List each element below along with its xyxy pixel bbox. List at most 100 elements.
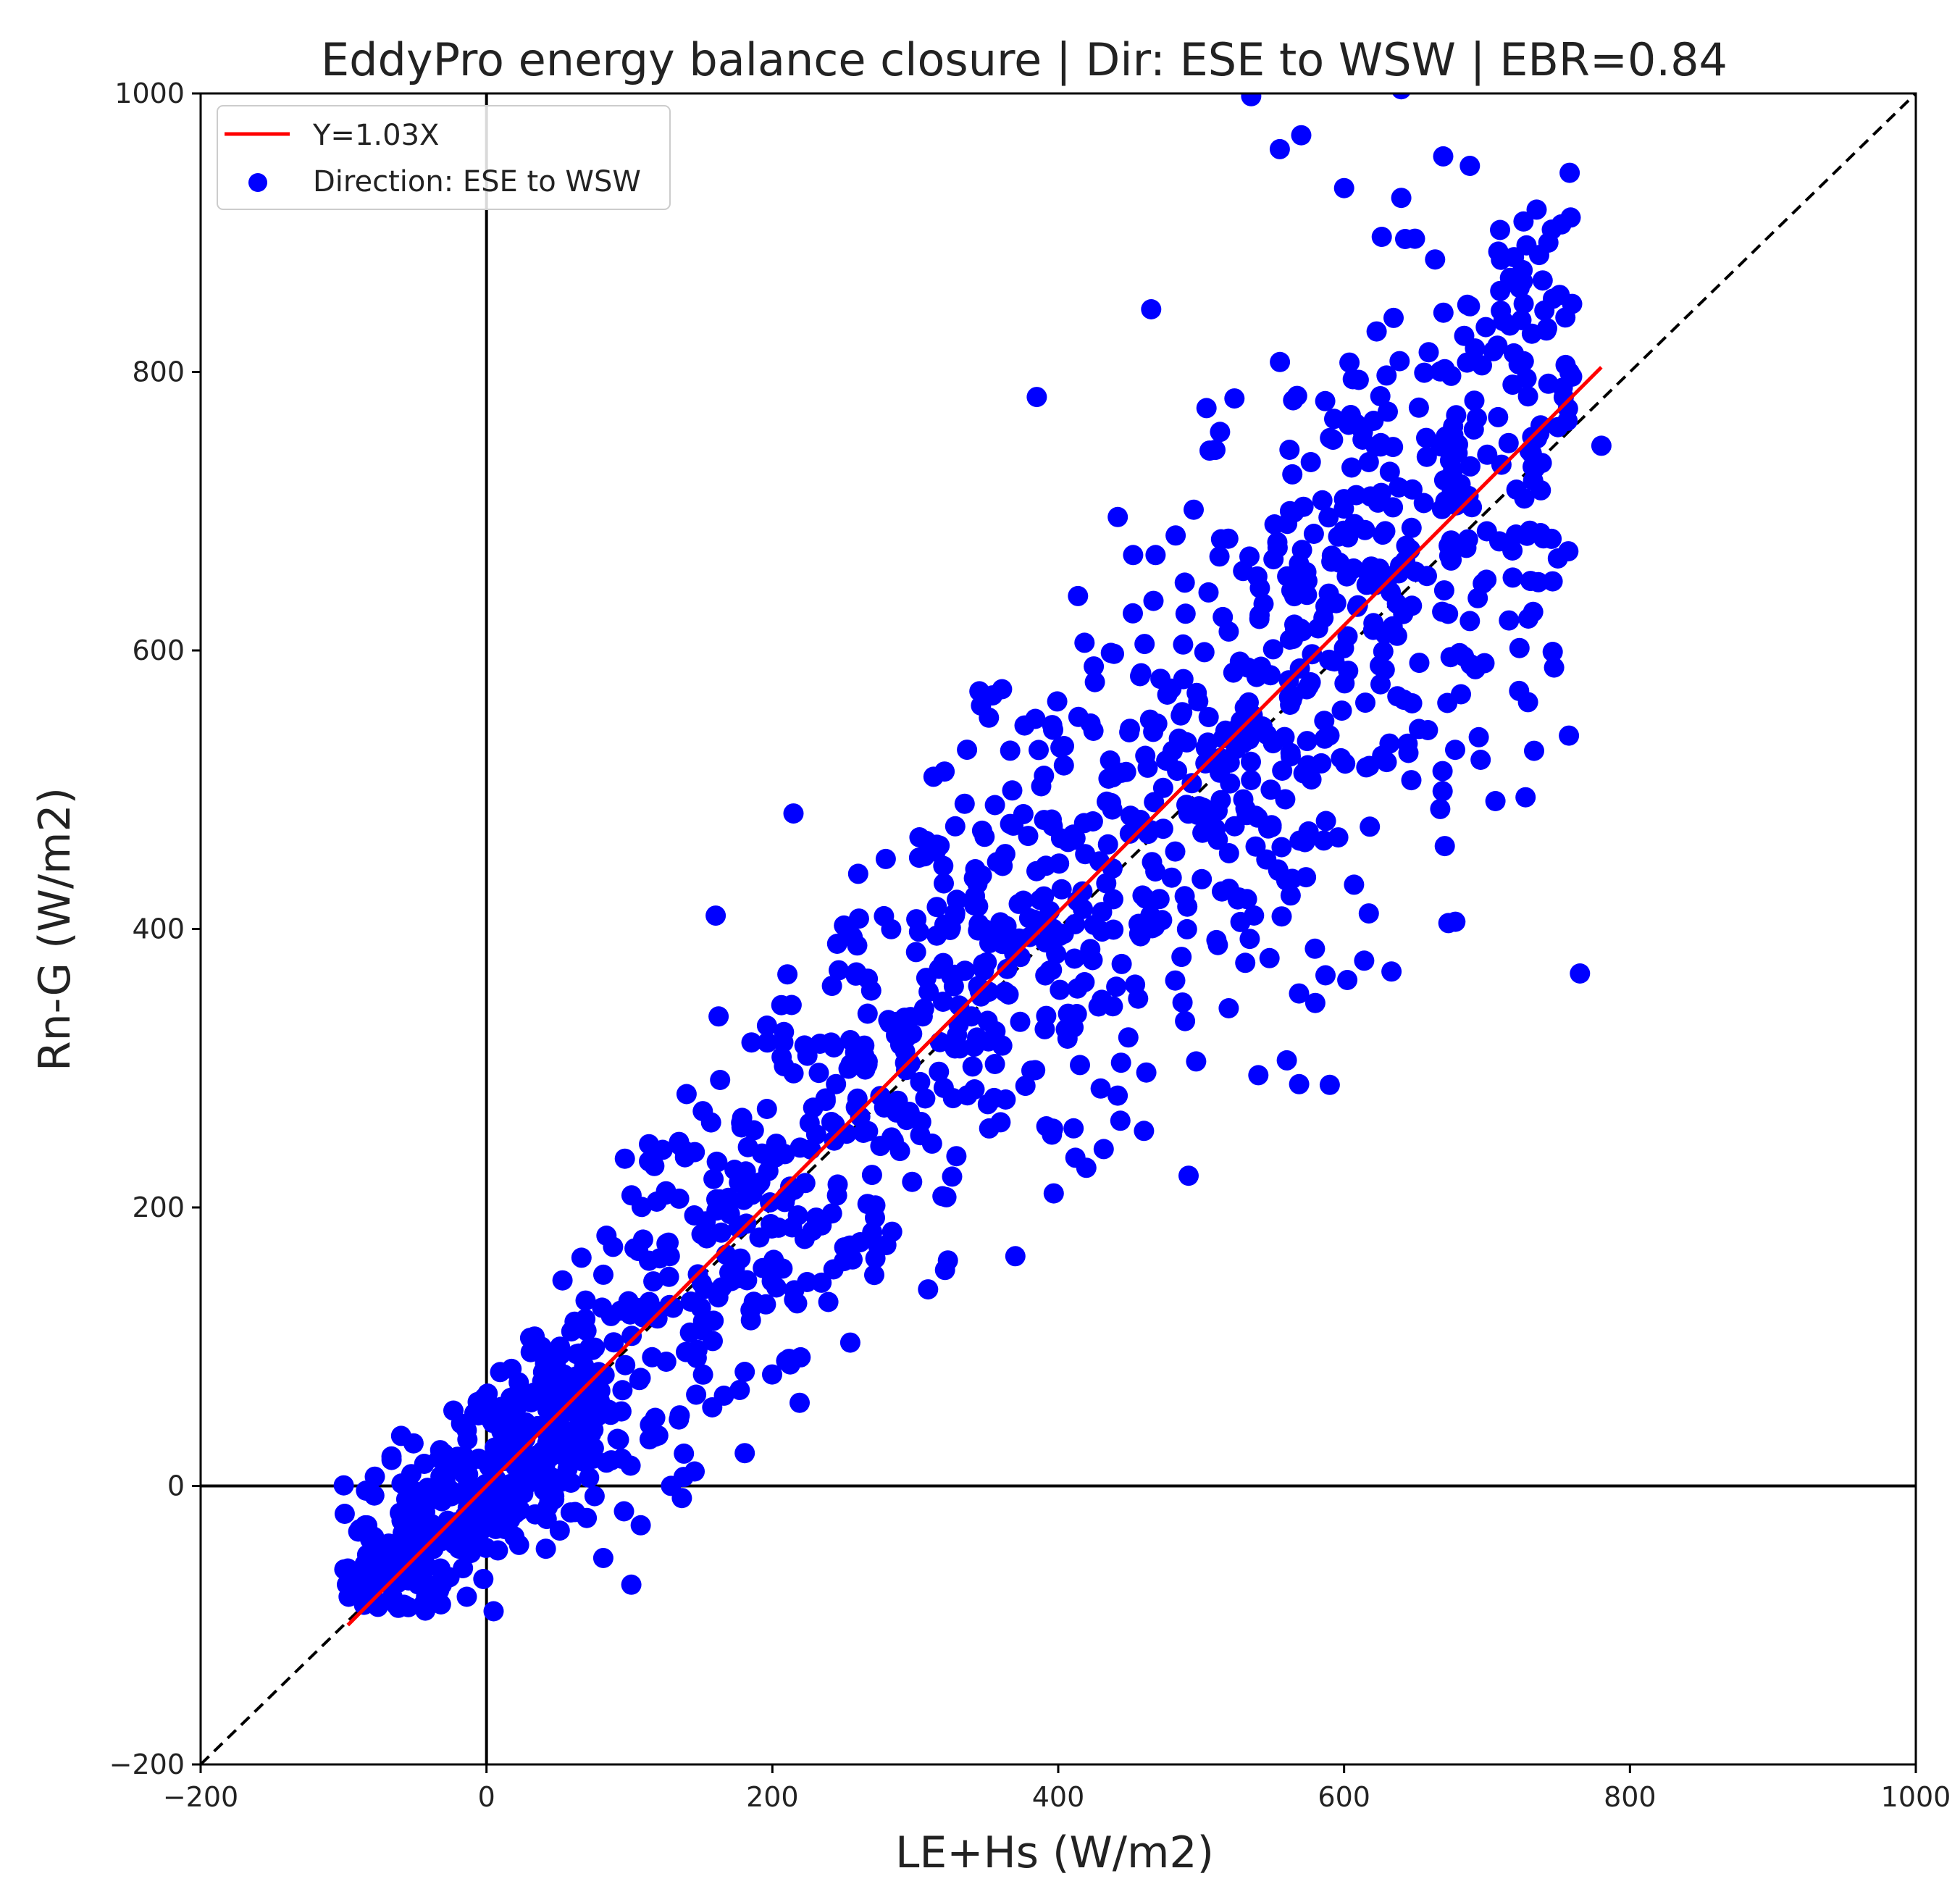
data-point (1282, 868, 1303, 889)
data-point (781, 994, 802, 1015)
data-point (669, 1405, 690, 1426)
data-point (1302, 644, 1323, 665)
data-point (478, 1454, 499, 1475)
data-point (456, 1586, 477, 1607)
data-point (1143, 721, 1164, 742)
data-point (834, 915, 855, 936)
data-point (1381, 961, 1402, 982)
data-point (846, 962, 867, 983)
data-point (1143, 590, 1164, 611)
data-point (1401, 770, 1422, 791)
data-point (826, 1073, 847, 1094)
data-point (1043, 927, 1064, 948)
data-point (1418, 342, 1439, 363)
data-point (1176, 732, 1197, 753)
data-point (1271, 837, 1292, 858)
data-point (799, 1113, 820, 1134)
data-point (674, 1443, 695, 1464)
data-point (1459, 296, 1481, 317)
data-point (1149, 889, 1170, 910)
data-point (1239, 929, 1260, 950)
data-point (1119, 823, 1140, 844)
data-point (610, 1300, 631, 1321)
data-point (853, 1123, 874, 1143)
data-point (1304, 992, 1325, 1013)
data-point (473, 1569, 494, 1589)
data-point (1047, 691, 1068, 712)
data-point (621, 1574, 642, 1595)
fit-line (346, 366, 1603, 1627)
data-point (561, 1473, 582, 1493)
y-tick-label: 400 (132, 913, 185, 945)
data-point (624, 1238, 645, 1259)
data-point (968, 976, 989, 997)
data-point (1194, 642, 1215, 663)
data-point (519, 1328, 540, 1349)
data-point (1514, 488, 1535, 509)
data-point (1178, 803, 1199, 824)
data-point (990, 1112, 1011, 1133)
data-point (1224, 388, 1245, 409)
data-point (539, 1467, 560, 1488)
data-point (1356, 757, 1377, 778)
data-point (1136, 1062, 1157, 1083)
data-point (773, 1032, 794, 1052)
data-point (1224, 720, 1245, 741)
data-point (1476, 569, 1497, 590)
data-point (1289, 983, 1310, 1004)
data-point (1272, 761, 1293, 781)
data-point (1198, 707, 1219, 727)
data-point (1371, 482, 1391, 503)
data-point (1519, 440, 1540, 461)
data-point (797, 1045, 818, 1066)
data-point (1381, 582, 1402, 603)
data-point (692, 1364, 713, 1385)
data-point (713, 1385, 734, 1406)
y-axis-ticks: −200 0 200 400 600 800 1000 (109, 78, 201, 1780)
data-point (1115, 761, 1136, 782)
data-point (739, 1180, 760, 1201)
data-point (485, 1437, 505, 1458)
data-point (669, 1134, 690, 1155)
data-point (584, 1486, 605, 1507)
data-point (577, 1417, 598, 1439)
data-point (1416, 446, 1437, 467)
data-point (1370, 386, 1391, 406)
data-point (1207, 934, 1228, 955)
data-point (401, 1464, 422, 1485)
data-point (1175, 603, 1196, 624)
data-point (378, 1533, 399, 1554)
data-point (1333, 177, 1354, 198)
data-point (684, 1461, 705, 1482)
data-point (703, 1331, 723, 1352)
data-point (761, 1214, 782, 1234)
data-point (412, 1560, 433, 1581)
data-point (1408, 397, 1429, 418)
data-point (658, 1266, 679, 1287)
data-point (1237, 657, 1258, 678)
data-point (1000, 740, 1021, 761)
data-point (706, 1151, 727, 1172)
data-point (1196, 398, 1217, 419)
data-point (749, 1227, 770, 1248)
data-point (1068, 585, 1089, 606)
data-point (1279, 440, 1300, 460)
data-point (945, 1038, 966, 1059)
data-point (1502, 374, 1523, 395)
data-point (1030, 889, 1050, 910)
data-point (946, 1146, 967, 1167)
data-point (800, 1139, 821, 1160)
data-point (1491, 454, 1512, 475)
data-point (910, 1071, 931, 1092)
data-point (1517, 692, 1538, 713)
data-point (1485, 791, 1506, 811)
data-point (1297, 679, 1318, 700)
data-point (705, 905, 726, 926)
data-point (942, 1166, 963, 1187)
data-point (1467, 408, 1487, 429)
y-axis-label: Rn-G (W/m2) (30, 787, 80, 1071)
data-point (755, 1294, 776, 1315)
data-point (1278, 687, 1299, 708)
data-point (994, 844, 1015, 865)
data-point (992, 679, 1013, 700)
